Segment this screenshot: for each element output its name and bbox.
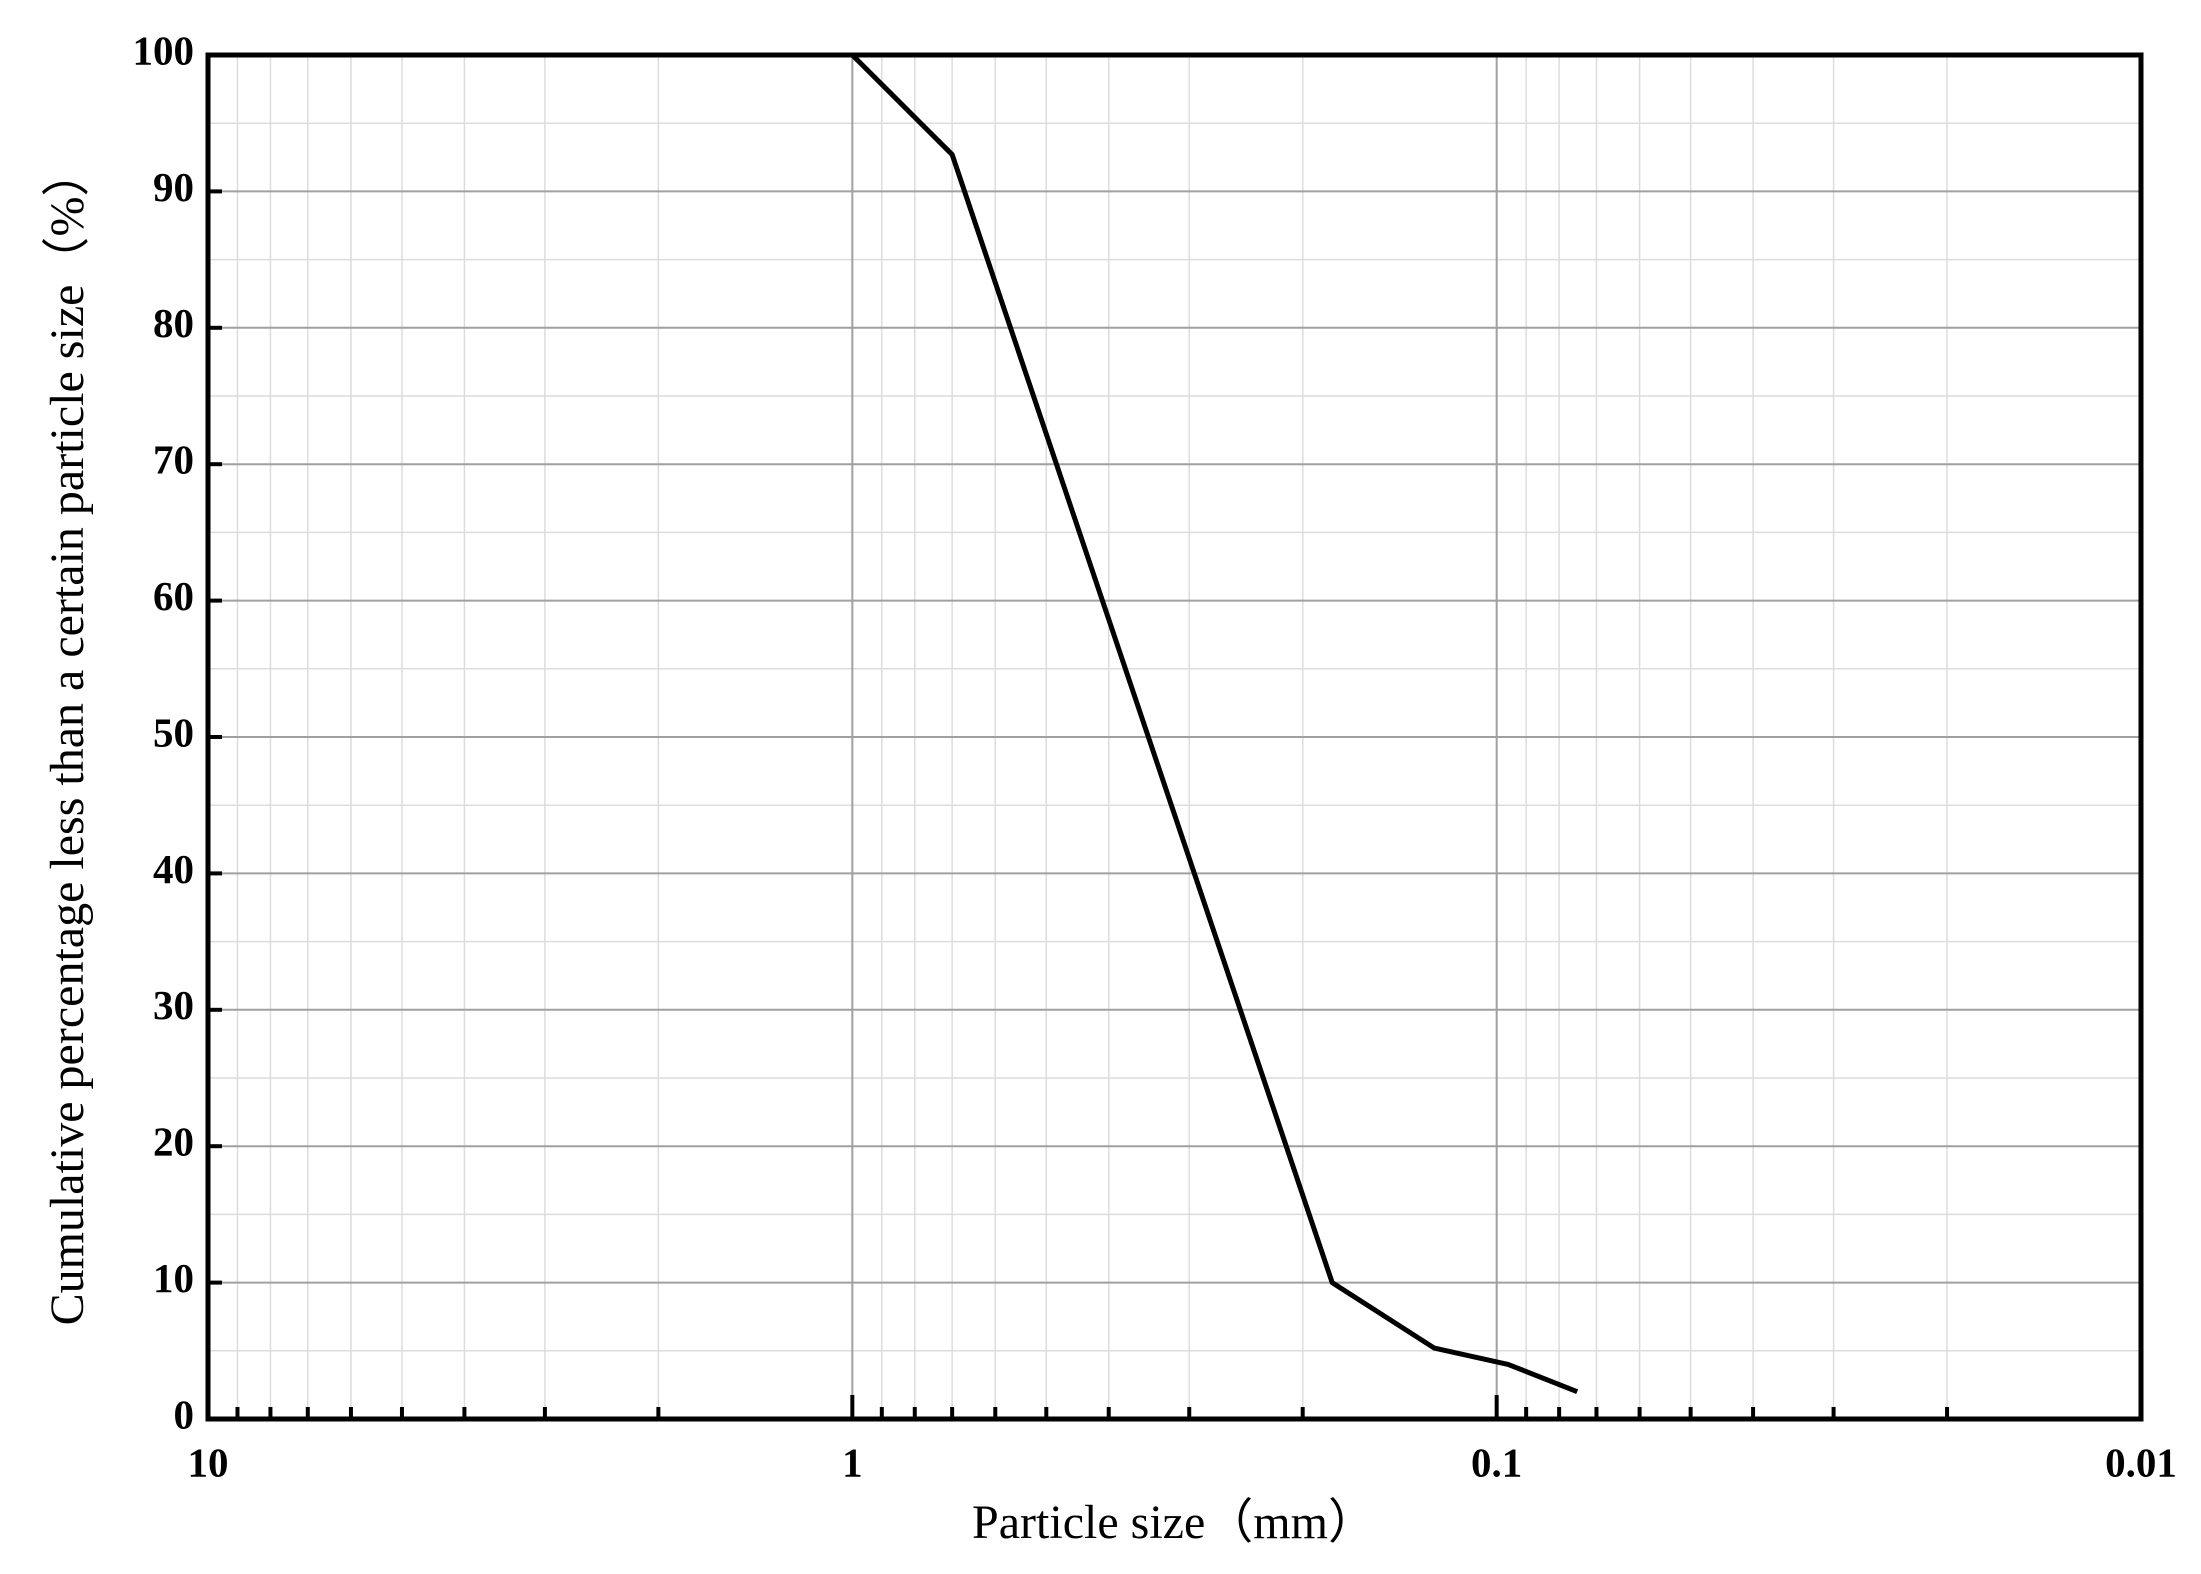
y-tick-label: 80 bbox=[153, 300, 194, 346]
y-axis-label: Cumulative percentage less than a certai… bbox=[41, 149, 94, 1326]
y-tick-label: 40 bbox=[153, 846, 194, 892]
y-tick-label: 20 bbox=[153, 1119, 194, 1165]
x-tick-label: 0.1 bbox=[1471, 1439, 1522, 1485]
y-tick-label: 10 bbox=[153, 1255, 194, 1301]
y-tick-label: 100 bbox=[133, 27, 195, 73]
x-tick-label: 1 bbox=[842, 1439, 863, 1485]
data-line bbox=[850, 53, 1579, 1395]
x-tick-label: 0.01 bbox=[2105, 1439, 2177, 1485]
x-tick-label: 10 bbox=[188, 1439, 229, 1485]
y-tick-label: 60 bbox=[153, 573, 194, 619]
x-axis-label: Particle size（mm） bbox=[972, 1496, 1376, 1549]
y-tick-label: 70 bbox=[153, 437, 194, 483]
y-tick-label: 0 bbox=[174, 1391, 195, 1437]
y-tick-label: 90 bbox=[153, 164, 194, 210]
y-tick-label: 30 bbox=[153, 982, 194, 1028]
plot-frame bbox=[205, 52, 2144, 1422]
y-tick-label: 50 bbox=[153, 709, 194, 755]
